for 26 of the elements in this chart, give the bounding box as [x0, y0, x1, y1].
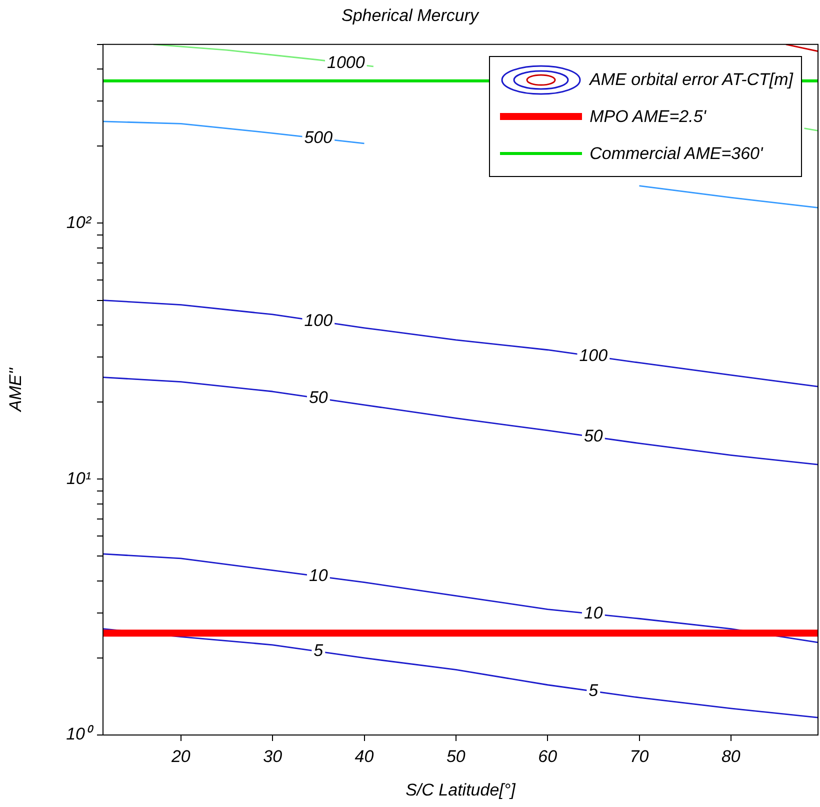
legend-label: Commercial AME=360' [590, 144, 763, 164]
series-label: 5 [314, 641, 324, 660]
annotation: AME orbital error AT-CT[m] [590, 70, 793, 90]
text: 100 [579, 346, 608, 366]
series-label: 100 [304, 310, 334, 330]
x-tick-label: 70 [630, 746, 650, 766]
series-label: 10 [584, 604, 604, 623]
text: 5 [588, 680, 598, 700]
text: 50 [308, 388, 328, 407]
x-tick-label: 20 [170, 746, 191, 766]
x-tick-label: 30 [263, 746, 283, 766]
x-tick-label: 80 [721, 746, 741, 766]
text: 10 [308, 566, 328, 586]
x-tick-label: 40 [354, 746, 374, 766]
y-tick-label: 10⁰ [66, 724, 94, 744]
series-label: 50 [584, 426, 604, 446]
series-label: 1000 [327, 52, 366, 72]
x-tick-label: 60 [538, 746, 558, 766]
y-tick-label: 10² [66, 212, 92, 232]
x-tick-label: 50 [446, 746, 466, 766]
chart-title: Spherical Mercury [342, 6, 480, 25]
y-axis-title: AME'' [6, 367, 25, 412]
legend-label: MPO AME=2.5' [590, 106, 706, 127]
x-axis-title: S/C Latitude[°] [406, 780, 517, 800]
y-tick-label: 10¹ [66, 468, 92, 488]
series-label: 500 [304, 128, 334, 148]
